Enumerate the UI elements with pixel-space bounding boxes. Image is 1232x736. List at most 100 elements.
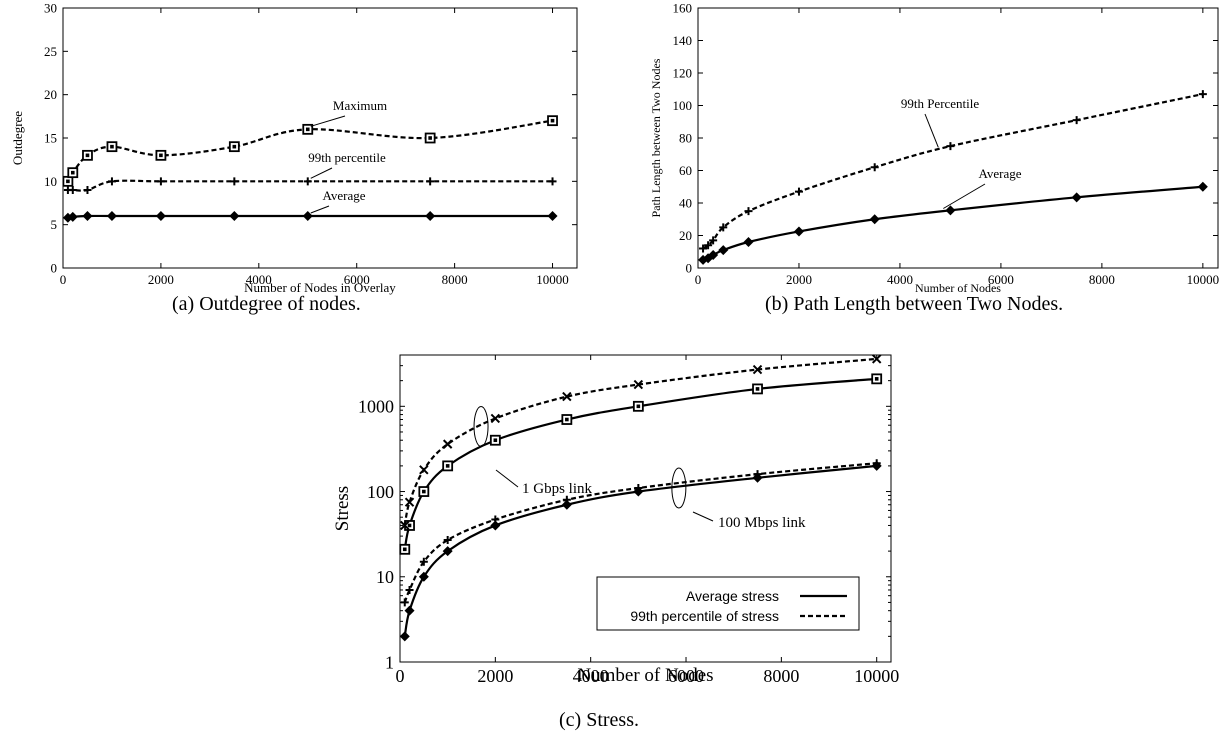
y-tick-label: 1000 <box>358 397 394 417</box>
annotation-label: Maximum <box>333 98 387 113</box>
data-point-s0-5 <box>794 187 803 196</box>
chart-stress: 0 2000 4000 6000 8000 10000 1 10 100 1000 Number o… <box>332 354 899 686</box>
legend: Average stress 99th percentile of stress <box>596 576 860 631</box>
data-point-s1-7 <box>426 177 435 186</box>
data-point-s0-0 <box>699 244 708 253</box>
data-point-s0-8-inner <box>874 377 879 381</box>
legend-label: Average stress <box>686 588 779 604</box>
legend-label: 99th percentile of stress <box>630 608 779 624</box>
data-point-s1-1 <box>68 186 77 194</box>
data-point-s0-1 <box>704 241 713 250</box>
data-point-s1-7 <box>752 364 763 375</box>
x-tick-label: 4000 <box>887 272 913 287</box>
x-tick-label: 6000 <box>668 666 704 686</box>
annotation-leader <box>924 113 939 148</box>
data-point-s0-8-inner <box>550 118 555 123</box>
y-tick-label: 20 <box>44 87 57 102</box>
annotation-leader <box>692 511 714 522</box>
data-point-s2-6 <box>302 211 313 221</box>
y-tick-label: 30 <box>44 1 57 16</box>
y-tick-label: 5 <box>51 217 58 232</box>
data-point-s3-6 <box>634 484 643 493</box>
annotation-leader <box>310 115 346 127</box>
data-point-s2-4 <box>490 520 501 531</box>
x-tick-label: 4000 <box>573 666 609 686</box>
data-point-s0-0-inner <box>402 547 407 552</box>
data-point-s1-2 <box>83 186 92 194</box>
y-tick-label: 100 <box>673 98 693 113</box>
data-point-s1-0 <box>400 520 410 531</box>
data-point-s3-3 <box>443 536 452 545</box>
annotation-leader <box>310 205 330 214</box>
data-point-s1-5 <box>793 226 804 237</box>
y-tick-label: 10 <box>376 567 394 587</box>
series-line-0 <box>66 119 553 182</box>
y-tick-label: 0 <box>686 261 693 276</box>
y-tick-label: 160 <box>673 1 693 16</box>
data-point-s1-6 <box>633 379 644 390</box>
data-point-s0-4-inner <box>159 153 163 158</box>
data-point-s1-5 <box>562 391 572 402</box>
data-point-s2-4 <box>155 211 166 221</box>
series-line-3 <box>403 462 877 603</box>
annotation-label: 99th Percentile <box>901 96 980 111</box>
data-point-s0-6-inner <box>305 127 310 132</box>
data-point-s0-3-inner <box>445 464 450 468</box>
annotation-leader <box>310 167 333 179</box>
annotation-label: 1 Gbps link <box>522 481 593 497</box>
annotation-label: Average <box>978 166 1021 181</box>
data-point-s3-1 <box>405 585 414 594</box>
data-point-s0-8 <box>1072 116 1081 125</box>
data-point-s2-7 <box>425 211 436 221</box>
data-point-s1-5 <box>230 177 239 186</box>
data-point-s0-9 <box>1198 90 1207 99</box>
x-axis-label: Number of Nodes in Overlay <box>244 280 396 295</box>
caption-c: (c) Stress. <box>559 709 639 731</box>
data-point-s1-9 <box>1197 181 1208 192</box>
data-point-s1-2 <box>419 465 429 475</box>
data-point-s1-4 <box>156 177 165 186</box>
y-axis-label: Path Length between Two Nodes <box>649 58 663 217</box>
data-point-s0-5-inner <box>565 417 569 422</box>
caption-b: (b) Path Length between Two Nodes. <box>765 293 1064 315</box>
y-tick-label: 15 <box>44 131 57 146</box>
y-tick-label: 140 <box>673 33 693 48</box>
data-point-s1-8 <box>1071 192 1082 203</box>
y-tick-label: 1 <box>385 652 394 672</box>
data-point-s0-2-inner <box>422 489 426 494</box>
annotation-leader <box>495 469 519 488</box>
annotation-label: 100 Mbps link <box>718 515 806 531</box>
x-tick-label: 8000 <box>763 666 799 686</box>
y-tick-label: 60 <box>679 163 692 178</box>
x-axis-label: Number of Nodes <box>915 281 1001 295</box>
data-point-s0-5-inner <box>232 144 237 149</box>
y-axis-label: Outdegree <box>10 111 25 165</box>
data-point-s2-1 <box>404 605 415 616</box>
data-point-s1-1 <box>404 497 415 507</box>
y-tick-label: 25 <box>44 44 57 59</box>
x-tick-label: 0 <box>396 666 405 686</box>
data-point-s0-4-inner <box>493 438 498 443</box>
plot-frame <box>62 7 578 269</box>
x-tick-label: 2000 <box>477 666 513 686</box>
x-tick-label: 6000 <box>344 272 370 287</box>
data-point-s1-2 <box>708 250 719 260</box>
annotation-label: 99th percentile <box>308 150 386 165</box>
x-tick-label: 8000 <box>442 272 468 287</box>
x-tick-label: 0 <box>60 272 67 287</box>
plot-frame <box>697 7 1219 269</box>
data-point-s0-7 <box>946 142 955 151</box>
x-tick-label: 8000 <box>1089 272 1115 287</box>
x-tick-label: 10000 <box>854 666 899 686</box>
data-point-s3-7 <box>753 470 762 479</box>
x-tick-label: 4000 <box>246 272 272 287</box>
y-tick-label: 120 <box>673 66 693 81</box>
data-point-s2-0 <box>399 631 410 642</box>
data-point-s2-5 <box>229 211 240 221</box>
x-tick-label: 10000 <box>1187 272 1220 287</box>
chart-outdegree: 0 2000 4000 6000 8000 10000 0 5 10 15 20 25 30 Number… <box>10 1 578 295</box>
data-point-s0-2 <box>709 236 718 245</box>
legend-box <box>596 576 860 631</box>
data-point-s0-7-inner <box>428 136 432 140</box>
